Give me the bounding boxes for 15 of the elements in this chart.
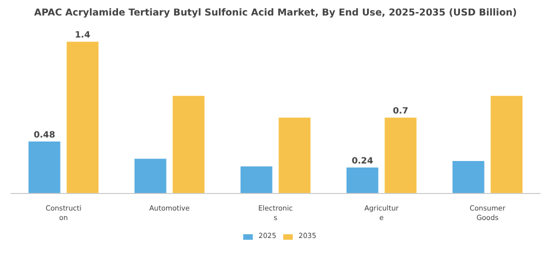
data-label: 0.48 [34,130,56,140]
bar [240,166,272,194]
bar [172,96,204,194]
bar [452,160,484,194]
bar [66,42,98,194]
bar [134,158,166,194]
data-label: 0.24 [352,156,374,166]
bar [384,118,416,194]
bar [490,96,522,194]
chart-title: APAC Acrylamide Tertiary Butyl Sulfonic Acid Market, By End Use, 2025-2035 (USD Billion) [34,8,517,18]
data-label: 0.7 [392,106,408,117]
data-label: 1.4 [74,30,90,41]
bar [278,118,310,194]
bar [346,167,378,194]
bar [28,141,60,194]
